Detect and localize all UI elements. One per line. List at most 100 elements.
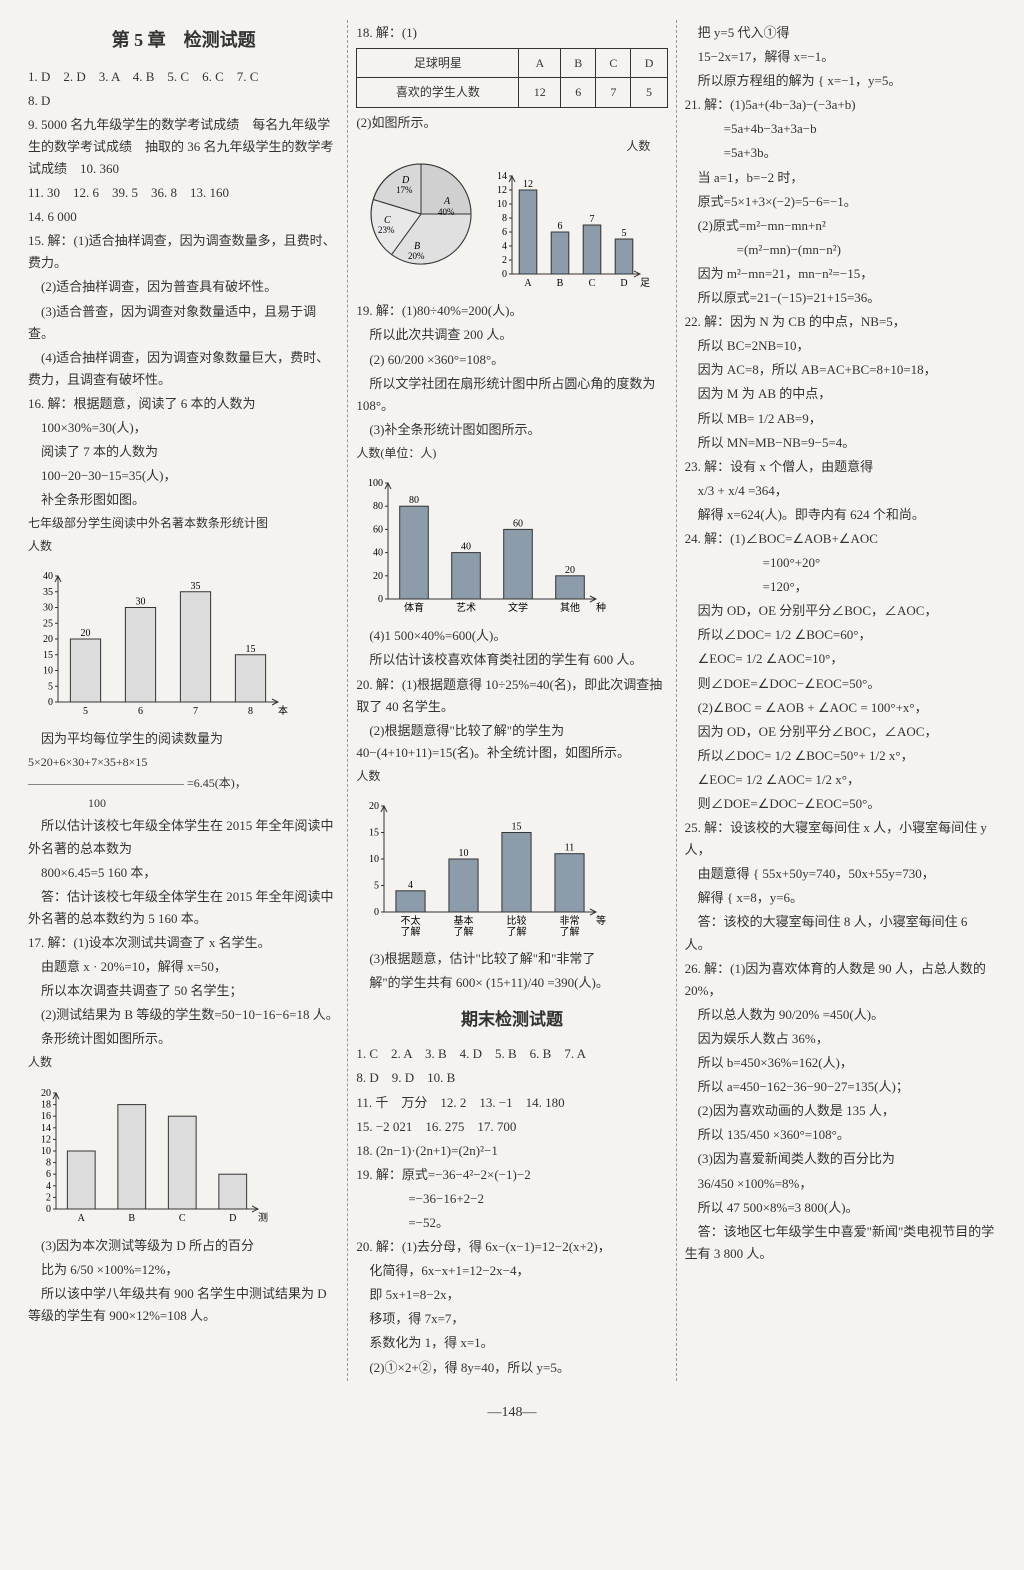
svg-text:10: 10 bbox=[369, 854, 379, 865]
svg-text:等级: 等级 bbox=[596, 914, 606, 927]
fq20-text: 即 5x+1=8−2x， bbox=[356, 1284, 667, 1306]
svg-text:C: C bbox=[179, 1213, 186, 1224]
football-star-table: 足球明星 A B C D 喜欢的学生人数 12 6 7 5 bbox=[356, 48, 667, 108]
final-exam-title: 期末检测试题 bbox=[356, 1006, 667, 1035]
q22-text: 因为 AC=8，所以 AB=AC+BC=8+10=18， bbox=[685, 359, 996, 381]
q22-text: 所以 MN=MB−NB=9−5=4。 bbox=[685, 432, 996, 454]
fq20-text: (2)①×2+②，得 8y=40，所以 y=5。 bbox=[356, 1357, 667, 1379]
q16-text: 答：估计该校七年级全体学生在 2015 年全年阅读中外名著的总本数约为 5 16… bbox=[28, 886, 339, 930]
svg-text:8: 8 bbox=[46, 1157, 51, 1168]
pie-bar-row: A 40% B 20% C 23% D 17% 人数 0246810121412… bbox=[356, 136, 667, 298]
svg-text:本数: 本数 bbox=[278, 704, 288, 717]
q20-text: 解"的学生共有 600× (15+11)/40 =390(人)。 bbox=[356, 972, 667, 994]
svg-text:艺术: 艺术 bbox=[456, 602, 476, 614]
three-column-layout: 第 5 章 检测试题 1. D 2. D 3. A 4. B 5. C 6. C… bbox=[20, 20, 1004, 1381]
q21-text: 21. 解：(1)5a+(4b−3a)−(−3a+b) bbox=[685, 94, 996, 116]
q18-text: (2)如图所示。 bbox=[356, 112, 667, 134]
q26-text: 26. 解：(1)因为喜欢体育的人数是 90 人，占总人数的 20%， bbox=[685, 958, 996, 1002]
svg-text:30: 30 bbox=[43, 603, 53, 614]
q17-text: (3)因为本次测试等级为 D 所占的百分 bbox=[28, 1235, 339, 1257]
q19-text: (2) 60/200 ×360°=108°。 bbox=[356, 349, 667, 371]
svg-text:测试等级: 测试等级 bbox=[258, 1211, 268, 1224]
q19-text: 所以估计该校喜欢体育类社团的学生有 600 人。 bbox=[356, 649, 667, 671]
svg-text:非常: 非常 bbox=[560, 914, 580, 927]
svg-text:14: 14 bbox=[41, 1123, 51, 1134]
svg-text:4: 4 bbox=[502, 241, 507, 252]
svg-text:17%: 17% bbox=[396, 185, 413, 195]
fq19-text: =−52。 bbox=[356, 1212, 667, 1234]
chart3-football-bar: 0246810121412A6B7C5D足球明星 bbox=[490, 162, 650, 292]
chart2-test-grade: 02468101214161820ABCD测试等级 bbox=[28, 1079, 339, 1229]
svg-text:A: A bbox=[443, 196, 451, 207]
svg-text:20: 20 bbox=[43, 634, 53, 645]
q22-text: 22. 解：因为 N 为 CB 的中点，NB=5， bbox=[685, 311, 996, 333]
svg-text:0: 0 bbox=[46, 1204, 51, 1215]
svg-text:16: 16 bbox=[41, 1111, 51, 1122]
svg-text:0: 0 bbox=[502, 269, 507, 280]
q26-text: (2)因为喜欢动画的人数是 135 人， bbox=[685, 1100, 996, 1122]
table-cell: B bbox=[561, 49, 596, 78]
svg-text:5: 5 bbox=[374, 881, 379, 892]
svg-text:7: 7 bbox=[590, 214, 595, 225]
svg-text:14: 14 bbox=[497, 171, 507, 182]
svg-text:10: 10 bbox=[459, 848, 469, 859]
q24-text: =100°+20° bbox=[685, 552, 996, 574]
fq20-text: 系数化为 1，得 x=1。 bbox=[356, 1332, 667, 1354]
chart3-ylabel: 人数 bbox=[490, 136, 650, 156]
q16-text: 所以估计该校七年级全体学生在 2015 年全年阅读中外名著的总本数为 bbox=[28, 815, 339, 859]
sol-text: 把 y=5 代入①得 bbox=[685, 22, 996, 44]
svg-text:8: 8 bbox=[248, 706, 253, 717]
svg-text:40: 40 bbox=[43, 571, 53, 582]
svg-text:A: A bbox=[525, 278, 533, 289]
q15-text: (3)适合普查，因为调查对象数量适中，且易于调查。 bbox=[28, 301, 339, 345]
sol-text: 所以原方程组的解为 { x=−1，y=5。 bbox=[685, 70, 996, 92]
table-cell: 5 bbox=[631, 78, 667, 107]
column-3: 把 y=5 代入①得 15−2x=17，解得 x=−1。 所以原方程组的解为 {… bbox=[677, 20, 1004, 1381]
svg-text:20: 20 bbox=[81, 628, 91, 639]
q23-text: 解得 x=624(人)。即寺内有 624 个和尚。 bbox=[685, 504, 996, 526]
q16-text: 100−20−30−15=35(人)， bbox=[28, 465, 339, 487]
svg-text:不太: 不太 bbox=[401, 914, 421, 927]
table-cell: C bbox=[596, 49, 631, 78]
svg-text:5: 5 bbox=[622, 228, 627, 239]
q16-text: 800×6.45=5 160 本， bbox=[28, 862, 339, 884]
q16-text: 100×30%=30(人)， bbox=[28, 417, 339, 439]
svg-text:8: 8 bbox=[502, 213, 507, 224]
svg-text:40%: 40% bbox=[438, 207, 455, 217]
q24-text: =120°， bbox=[685, 576, 996, 598]
table-cell: 12 bbox=[519, 78, 561, 107]
q25-text: 答：该校的大寝室每间住 8 人，小寝室每间住 6 人。 bbox=[685, 911, 996, 955]
answers-line: 8. D bbox=[28, 90, 339, 112]
q16-avg-fraction: 5×20+6×30+7×35+8×15 ――――――――――――― =6.45(… bbox=[28, 752, 339, 813]
q17-text: (2)测试结果为 B 等级的学生数=50−10−16−6=18 人。 bbox=[28, 1004, 339, 1026]
svg-text:了解: 了解 bbox=[560, 925, 580, 938]
q26-text: 所以 a=450−162−36−90−27=135(人)； bbox=[685, 1076, 996, 1098]
svg-text:A: A bbox=[78, 1213, 86, 1224]
q23-text: 23. 解：设有 x 个僧人，由题意得 bbox=[685, 456, 996, 478]
q24-text: 因为 OD，OE 分别平分∠BOC，∠AOC， bbox=[685, 600, 996, 622]
svg-text:7: 7 bbox=[193, 706, 198, 717]
chapter-5-title: 第 5 章 检测试题 bbox=[28, 25, 339, 56]
svg-text:18: 18 bbox=[41, 1099, 51, 1110]
svg-text:15: 15 bbox=[43, 650, 53, 661]
svg-text:15: 15 bbox=[246, 644, 256, 655]
svg-text:25: 25 bbox=[43, 618, 53, 629]
svg-text:80: 80 bbox=[373, 502, 383, 513]
svg-text:比较: 比较 bbox=[507, 914, 527, 927]
q24-text: ∠EOC= 1/2 ∠AOC=10°， bbox=[685, 648, 996, 670]
svg-text:23%: 23% bbox=[378, 225, 395, 235]
svg-text:6: 6 bbox=[502, 227, 507, 238]
q26-text: (3)因为喜爱新闻类人数的百分比为 bbox=[685, 1148, 996, 1170]
svg-text:6: 6 bbox=[46, 1169, 51, 1180]
svg-text:40: 40 bbox=[373, 548, 383, 559]
svg-text:体育: 体育 bbox=[404, 601, 424, 614]
fq20-text: 20. 解：(1)去分母，得 6x−(x−1)=12−2(x+2)， bbox=[356, 1236, 667, 1258]
svg-text:20%: 20% bbox=[408, 251, 425, 261]
answers-line: 1. D 2. D 3. A 4. B 5. C 6. C 7. C bbox=[28, 66, 339, 88]
svg-text:4: 4 bbox=[408, 880, 413, 891]
answers-line: 1. C 2. A 3. B 4. D 5. B 6. B 7. A bbox=[356, 1043, 667, 1065]
chart2-ylabel: 人数 bbox=[28, 1052, 339, 1072]
q15-text: (4)适合抽样调查，因为调查对象数量巨大，费时、费力，且调查有破坏性。 bbox=[28, 347, 339, 391]
q21-text: 当 a=1，b=−2 时， bbox=[685, 167, 996, 189]
svg-text:4: 4 bbox=[46, 1181, 51, 1192]
